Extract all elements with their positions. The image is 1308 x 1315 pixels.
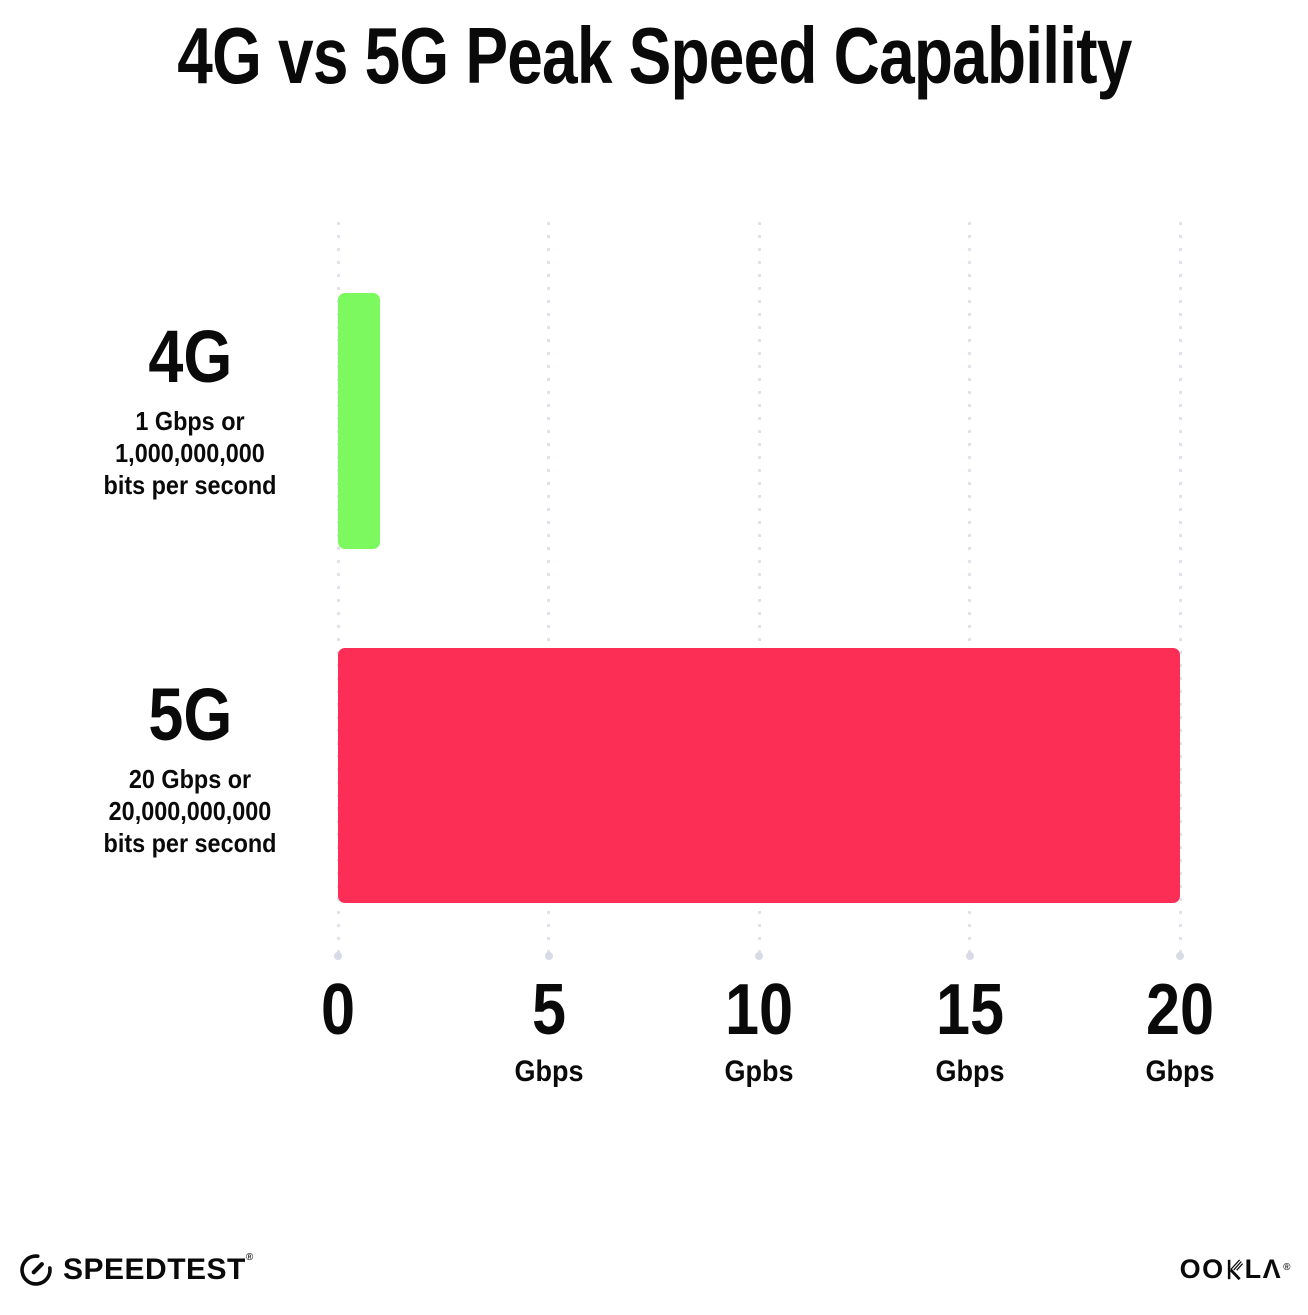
- bar-4g: [338, 293, 381, 549]
- ookla-trademark: ®: [1283, 1261, 1292, 1273]
- speedtest-trademark: ®: [245, 1252, 254, 1263]
- plot-area: [334, 222, 1184, 960]
- x-tick-0: 0: [318, 970, 358, 1050]
- x-tick-unit: Gbps: [513, 1054, 584, 1088]
- ookla-wordmark-prefix: OO: [1179, 1254, 1225, 1284]
- x-tick-value: 20: [1145, 970, 1215, 1050]
- ookla-k-icon: [1226, 1259, 1244, 1280]
- row-label-5g: 5G 20 Gbps or 20,000,000,000 bits per se…: [40, 676, 340, 860]
- x-tick-value: 15: [935, 970, 1004, 1050]
- x-tick-value: 0: [320, 970, 356, 1050]
- chart-title-text: 4G vs 5G Peak Speed Capability: [176, 11, 1132, 100]
- row-label-4g-name: 4G: [148, 315, 232, 398]
- x-tick-5: 5 Gbps: [510, 970, 587, 1088]
- x-tick-15: 15 Gbps: [929, 970, 1009, 1088]
- x-tick-unit: Gpbs: [724, 1054, 794, 1088]
- chart-title: 4G vs 5G Peak Speed Capability: [0, 14, 1308, 98]
- gridline-20: [1176, 222, 1184, 960]
- speedtest-wordmark: SPEEDTEST®: [63, 1252, 254, 1286]
- speedtest-logo: SPEEDTEST®: [18, 1252, 254, 1288]
- row-label-5g-name: 5G: [148, 673, 232, 756]
- row-label-5g-sublabel: 20 Gbps or 20,000,000,000 bits per secon…: [103, 763, 277, 858]
- row-label-4g-sublabel: 1 Gbps or 1,000,000,000 bits per second: [103, 405, 277, 500]
- gridline-end-dot: [965, 952, 974, 960]
- speedtest-gauge-icon: [18, 1252, 54, 1288]
- gridline-end-dot: [755, 952, 763, 960]
- row-label-4g: 4G 1 Gbps or 1,000,000,000 bits per seco…: [40, 318, 340, 502]
- x-tick-10: 10 Gpbs: [719, 970, 799, 1088]
- ookla-logo: OO LΛ ®: [1180, 1256, 1292, 1283]
- gridline-5: [544, 222, 553, 960]
- x-tick-value: 5: [531, 970, 566, 1050]
- ookla-wordmark-suffix: LΛ: [1244, 1254, 1283, 1284]
- gridline-end-dot: [544, 952, 553, 960]
- x-tick-unit: Gbps: [1145, 1054, 1215, 1088]
- gridline-end-dot: [1176, 952, 1184, 960]
- bar-5g: [338, 648, 1180, 903]
- x-tick-20: 20 Gbps: [1140, 970, 1220, 1088]
- gridline-10: [755, 222, 763, 960]
- x-tick-value: 10: [724, 970, 794, 1050]
- gridline-0: [334, 222, 342, 960]
- gridline-15: [965, 222, 974, 960]
- gridline-end-dot: [334, 952, 342, 960]
- x-tick-unit: Gbps: [934, 1054, 1004, 1088]
